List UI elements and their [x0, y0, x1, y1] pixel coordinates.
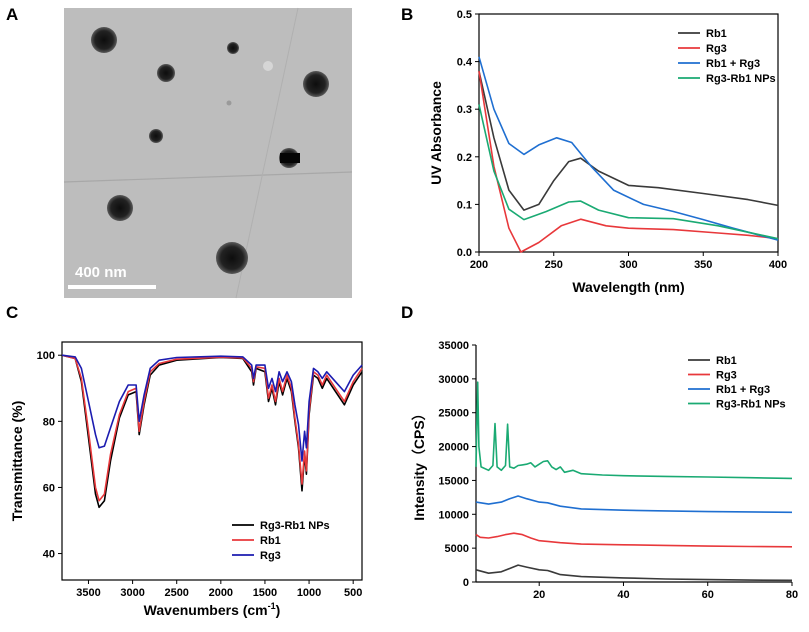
series-line-rg3: [475, 532, 793, 548]
tem-crack: [235, 7, 299, 299]
legend-label: Rg3-Rb1 NPs: [706, 73, 776, 85]
x-axis-title-text: Wavenumbers (cm: [144, 602, 268, 618]
y-tick-label: 0.3: [457, 104, 472, 116]
nanoparticle: [226, 100, 232, 106]
scale-bar: [68, 285, 156, 289]
x-tick-label: 40: [617, 589, 629, 601]
x-tick-label: 500: [344, 587, 362, 599]
tem-crack: [63, 171, 353, 183]
x-axis-title-end: ): [276, 602, 281, 618]
x-tick-label: 80: [786, 589, 798, 601]
legend-label: Rg3: [716, 370, 737, 382]
x-tick-label: 400: [769, 259, 787, 271]
x-tick-label: 3500: [76, 587, 100, 599]
x-tick-label: 2500: [164, 587, 188, 599]
nanoparticle: [227, 42, 239, 54]
y-tick-label: 0.2: [457, 152, 472, 164]
x-tick-label: 3000: [120, 587, 144, 599]
legend-label: Rg3: [706, 43, 727, 55]
tem-image: 400 nm: [63, 7, 353, 299]
x-axis-title-superscript: -1: [268, 601, 276, 611]
y-axis-title: Intensity（CPS）: [411, 406, 427, 520]
y-tick-label: 5000: [445, 543, 469, 555]
nanoparticle: [149, 129, 163, 143]
x-tick-label: 1500: [253, 587, 277, 599]
series-line-rg3: [478, 70, 779, 253]
series-line-rg3-rb1-nps: [478, 104, 779, 240]
y-tick-label: 15000: [438, 475, 469, 487]
legend-label: Rb1: [260, 535, 281, 547]
nanoparticle: [91, 27, 117, 53]
series-line-rg3-rb1-nps: [61, 354, 363, 509]
x-tick-label: 200: [470, 259, 488, 271]
series-line-rb1: [478, 70, 779, 211]
y-tick-label: 0.4: [457, 57, 473, 69]
y-axis-title: Transmittance (%): [9, 401, 25, 522]
x-axis-title-text: Wavelength (nm): [572, 279, 684, 295]
y-tick-label: 40: [43, 549, 55, 561]
x-tick-label: 1000: [297, 587, 321, 599]
y-tick-label: 0.0: [457, 247, 472, 259]
y-tick-label: 60: [43, 482, 55, 494]
uv-absorbance-chart: 200 250 300 350 400 0.0 0.1 0.2 0.3 0.4 0.5 Wavelen…: [428, 9, 787, 295]
legend-label: Rg3-Rb1 NPs: [260, 520, 330, 532]
tem-background: [64, 8, 352, 298]
panel-c-label: C: [6, 303, 18, 322]
x-axis-title: Wavelength (nm): [572, 279, 684, 295]
x-tick-label: 20: [533, 589, 545, 601]
y-tick-label: 0.1: [457, 199, 472, 211]
y-tick-label: 20000: [438, 442, 469, 454]
y-tick-label: 35000: [438, 340, 469, 352]
x-tick-label: 300: [619, 259, 637, 271]
x-tick-label: 2000: [209, 587, 233, 599]
plot-frame: [61, 341, 363, 581]
series-line-rb1-rg3: [475, 495, 793, 514]
x-tick-label: 350: [694, 259, 712, 271]
series-line-rg3-rb1-nps: [475, 381, 793, 480]
nanoparticle: [303, 71, 329, 97]
series-line-rb1-rg3: [478, 56, 779, 241]
series-line-rb1: [475, 564, 793, 582]
panel-a-label: A: [6, 5, 18, 24]
y-axis-title: UV Absorbance: [428, 81, 444, 185]
xrd-chart: 20 40 60 80 0 5000 10000 15000 20000 25000 30000 35…: [411, 340, 798, 601]
nanoparticle: [107, 195, 133, 221]
legend-label: Rg3-Rb1 NPs: [716, 399, 786, 411]
panel-d-label: D: [401, 303, 413, 322]
panel-b-label: B: [401, 5, 413, 24]
x-axis-title: Wavenumbers (cm-1): [144, 601, 281, 618]
legend-label: Rg3: [260, 550, 281, 562]
y-tick-label: 0: [463, 577, 469, 589]
scale-bar-text: 400 nm: [75, 264, 127, 281]
y-tick-label: 10000: [438, 509, 469, 521]
nanoparticle: [157, 64, 175, 82]
y-tick-label: 0.5: [457, 9, 472, 21]
plot-frame: [478, 13, 779, 253]
tem-marker: [280, 153, 300, 163]
x-tick-label: 250: [545, 259, 563, 271]
y-tick-label: 80: [43, 416, 55, 428]
x-tick-label: 60: [702, 589, 714, 601]
legend-label: Rb1 + Rg3: [716, 384, 770, 396]
ftir-chart: 3500 3000 2500 2000 1500 1000 500 40 60 80 100 Wave…: [9, 341, 363, 618]
legend-label: Rb1 + Rg3: [706, 58, 760, 70]
tem-artifact: [263, 61, 273, 71]
series-line-rg3: [61, 354, 363, 462]
y-tick-label: 30000: [438, 374, 469, 386]
legend-label: Rb1: [716, 355, 737, 367]
y-tick-label: 100: [37, 350, 55, 362]
legend-label: Rb1: [706, 28, 727, 40]
nanoparticle: [216, 242, 248, 274]
y-tick-label: 25000: [438, 408, 469, 420]
